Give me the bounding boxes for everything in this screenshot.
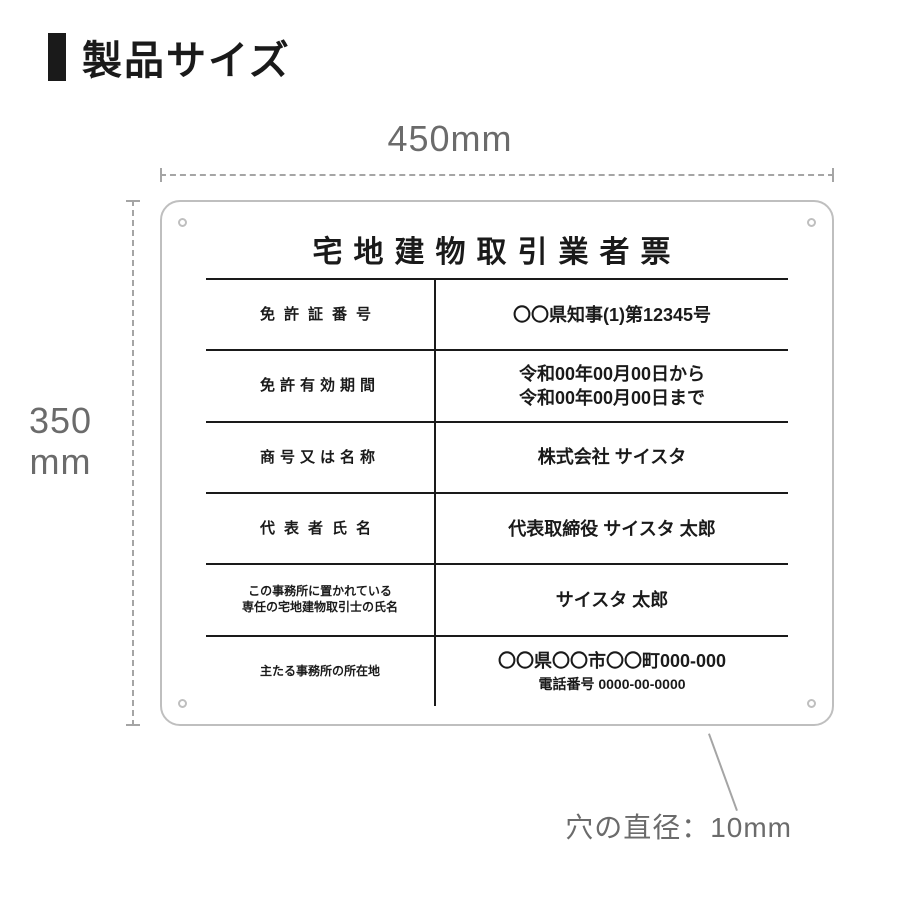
screw-hole-icon	[807, 699, 816, 708]
row-value: 株式会社 サイスタ	[436, 423, 788, 492]
row-label: 代表者氏名	[206, 494, 436, 563]
product-size-figure: 450mm 350 mm 宅地建物取引業者票 免許証番号〇〇県知事(1)第123…	[0, 110, 900, 770]
table-row: 主たる事務所の所在地〇〇県〇〇市〇〇町000-000電話番号 0000-00-0…	[206, 637, 788, 706]
row-label: この事務所に置かれている専任の宅地建物取引士の氏名	[206, 565, 436, 634]
license-plate: 宅地建物取引業者票 免許証番号〇〇県知事(1)第12345号免許有効期間令和00…	[160, 200, 834, 726]
height-dimension-label: 350 mm	[8, 400, 113, 483]
height-dimension-ruler	[126, 200, 140, 726]
hole-diameter-callout: 穴の直径：10mm	[565, 806, 792, 846]
table-row: 免許証番号〇〇県知事(1)第12345号	[206, 280, 788, 351]
row-value: 令和00年00月00日から令和00年00月00日まで	[436, 351, 788, 420]
table-row: 代表者氏名代表取締役 サイスタ 太郎	[206, 494, 788, 565]
table-row: 商号又は名称株式会社 サイスタ	[206, 423, 788, 494]
plate-content: 宅地建物取引業者票 免許証番号〇〇県知事(1)第12345号免許有効期間令和00…	[206, 220, 788, 706]
width-dimension-ruler	[160, 168, 834, 182]
screw-hole-icon	[807, 218, 816, 227]
plate-table: 免許証番号〇〇県知事(1)第12345号免許有効期間令和00年00月00日から令…	[206, 280, 788, 706]
row-label: 免許証番号	[206, 280, 436, 349]
row-label: 商号又は名称	[206, 423, 436, 492]
row-value: サイスタ 太郎	[436, 565, 788, 634]
callout-leader-line	[708, 733, 738, 811]
row-value: 代表取締役 サイスタ 太郎	[436, 494, 788, 563]
row-label: 主たる事務所の所在地	[206, 637, 436, 706]
row-value: 〇〇県〇〇市〇〇町000-000電話番号 0000-00-0000	[436, 637, 788, 706]
header-accent-bar	[48, 33, 66, 81]
hole-diameter-label: 穴の直径：10mm	[565, 806, 792, 846]
header-title: 製品サイズ	[82, 28, 291, 86]
table-row: 免許有効期間令和00年00月00日から令和00年00月00日まで	[206, 351, 788, 422]
row-value: 〇〇県知事(1)第12345号	[436, 280, 788, 349]
header: 製品サイズ	[0, 0, 900, 114]
row-label: 免許有効期間	[206, 351, 436, 420]
table-row: この事務所に置かれている専任の宅地建物取引士の氏名サイスタ 太郎	[206, 565, 788, 636]
screw-hole-icon	[178, 218, 187, 227]
plate-title: 宅地建物取引業者票	[206, 220, 788, 280]
width-dimension-label: 450mm	[0, 118, 900, 160]
screw-hole-icon	[178, 699, 187, 708]
